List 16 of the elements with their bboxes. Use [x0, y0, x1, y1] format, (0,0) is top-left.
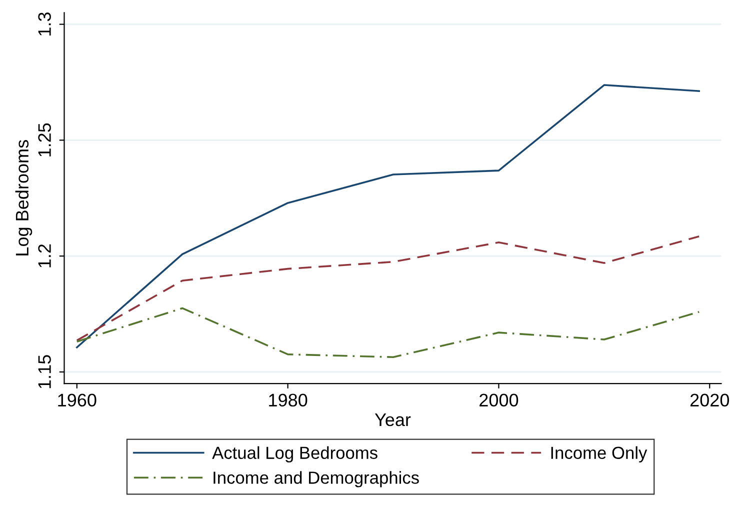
legend-label: Actual Log Bedrooms: [212, 446, 378, 462]
x-tick-label: 2020: [690, 394, 730, 407]
y-tick-label: 1.25: [38, 123, 51, 156]
line-series: [76, 307, 700, 358]
x-tick-label: 1980: [269, 394, 308, 407]
y-axis-title: Log Bedrooms: [15, 140, 32, 256]
x-tick-label: 1960: [58, 394, 96, 407]
line-series: [76, 235, 700, 342]
y-tick-label: 1.2: [38, 244, 51, 268]
legend-label: Income and Demographics: [214, 471, 419, 488]
y-tick-label: 1.15: [38, 355, 51, 388]
line-series: [76, 84, 700, 348]
y-tick-label: 1.3: [38, 12, 51, 36]
legend-label: Income Only: [551, 446, 648, 462]
x-axis-title: Year: [374, 414, 411, 426]
x-tick-label: 2000: [480, 394, 518, 407]
